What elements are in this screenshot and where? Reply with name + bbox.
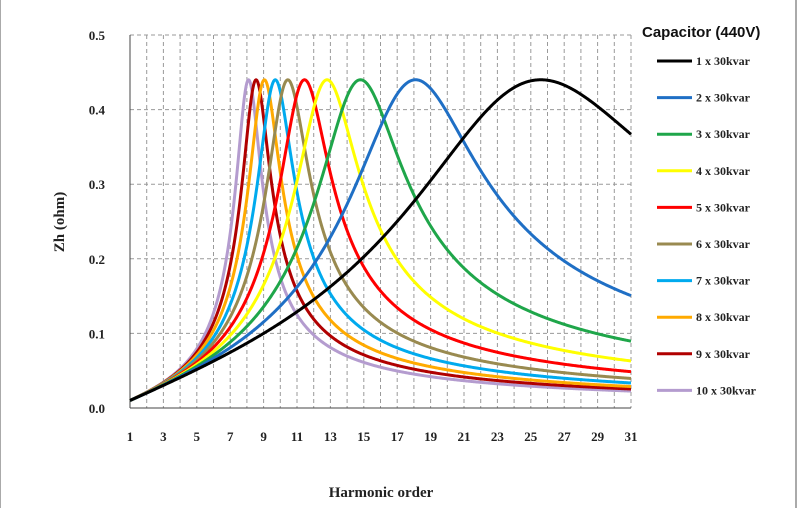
y-axis-title: Zh (ohm) xyxy=(52,192,68,252)
x-tick-label: 19 xyxy=(424,429,438,444)
series-line xyxy=(129,78,632,402)
series-line xyxy=(129,78,632,402)
legend: 1 x 30kvar 2 x 30kvar 3 x 30kvar 4 x 30kvar… xyxy=(657,54,757,397)
x-tick-label: 11 xyxy=(291,429,303,444)
x-tick-label: 13 xyxy=(324,429,338,444)
x-tick-label: 7 xyxy=(227,429,234,444)
x-tick-label: 9 xyxy=(260,429,267,444)
legend-label: 1 x 30kvar xyxy=(696,54,751,68)
x-tick-label: 15 xyxy=(357,429,371,444)
legend-label: 10 x 30kvar xyxy=(696,383,757,397)
x-tick-label: 29 xyxy=(591,429,605,444)
series-line xyxy=(129,78,632,402)
series-line xyxy=(129,78,632,402)
x-tick-label: 23 xyxy=(491,429,505,444)
y-tick-labels: 0.0 0.1 0.2 0.3 0.4 0.5 xyxy=(89,28,106,416)
x-tick-label: 1 xyxy=(127,429,134,444)
legend-label: 6 x 30kvar xyxy=(696,237,751,251)
x-tick-label: 17 xyxy=(391,429,405,444)
x-tick-label: 21 xyxy=(458,429,471,444)
y-tick-label: 0.4 xyxy=(89,103,106,118)
series-line xyxy=(129,78,632,402)
legend-title: Capacitor (440V) xyxy=(642,24,760,41)
x-tick-labels: 1 3 5 7 9 11 13 15 17 19 21 23 25 27 29 31 xyxy=(127,429,638,444)
legend-label: 2 x 30kvar xyxy=(696,91,751,105)
legend-label: 4 x 30kvar xyxy=(696,164,751,178)
x-tick-label: 27 xyxy=(558,429,572,444)
legend-label: 3 x 30kvar xyxy=(696,127,751,141)
y-tick-label: 0.3 xyxy=(89,177,106,192)
x-tick-label: 25 xyxy=(524,429,538,444)
y-tick-label: 0.2 xyxy=(89,252,105,267)
y-tick-label: 0.0 xyxy=(89,401,105,416)
series-lines xyxy=(129,78,632,402)
series-line xyxy=(129,78,632,402)
series-line xyxy=(129,78,632,402)
legend-label: 7 x 30kvar xyxy=(696,274,751,288)
legend-label: 8 x 30kvar xyxy=(696,310,751,324)
x-axis-title: Harmonic order xyxy=(329,485,434,501)
x-tick-label: 31 xyxy=(625,429,638,444)
legend-label: 9 x 30kvar xyxy=(696,347,751,361)
x-tick-label: 5 xyxy=(194,429,201,444)
series-line xyxy=(129,78,632,402)
axes xyxy=(129,35,631,409)
series-line xyxy=(129,78,632,402)
x-tick-label: 3 xyxy=(160,429,167,444)
y-tick-label: 0.1 xyxy=(89,326,105,341)
y-tick-label: 0.5 xyxy=(89,28,106,43)
series-line xyxy=(129,78,632,402)
legend-label: 5 x 30kvar xyxy=(696,200,751,214)
